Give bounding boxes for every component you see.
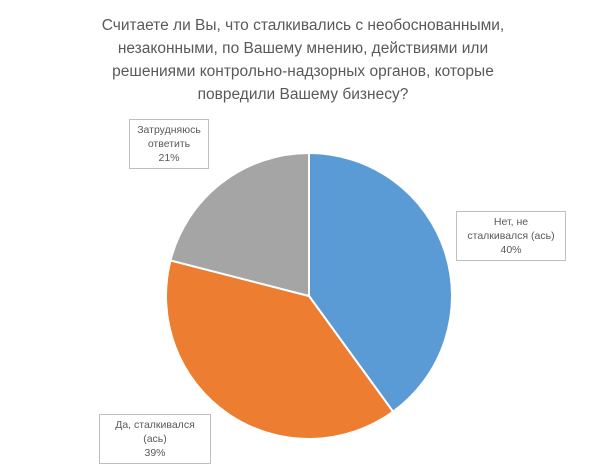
pie-slice-hard-to-answer xyxy=(169,152,310,297)
chart-title: Считаете ли Вы, что сталкивались с необо… xyxy=(101,17,505,103)
slice-label-hard-line-1: Затрудняюсь xyxy=(137,124,201,136)
pie-slice-yes xyxy=(165,259,395,440)
slice-label-yes-line-1: Да, сталкивался xyxy=(115,419,195,431)
slice-label-yes: Да, сталкивался (ась) 39% xyxy=(99,414,211,464)
slice-label-hard-value: 21% xyxy=(158,152,180,164)
slice-label-no-line-2: сталкивался (ась) xyxy=(467,230,555,242)
slice-label-hard-line-2: ответить xyxy=(147,138,191,150)
slice-label-no-value: 40% xyxy=(500,244,522,256)
slice-label-yes-value: 39% xyxy=(144,447,166,459)
slice-label-yes-line-2: (ась) xyxy=(143,433,167,445)
slice-label-hard-to-answer: Затрудняюсь ответить 21% xyxy=(129,119,209,169)
slice-label-no: Нет, не сталкивался (ась) 40% xyxy=(456,211,566,261)
pie-slice-no xyxy=(308,152,453,413)
slice-label-no-line-1: Нет, не xyxy=(493,216,529,228)
